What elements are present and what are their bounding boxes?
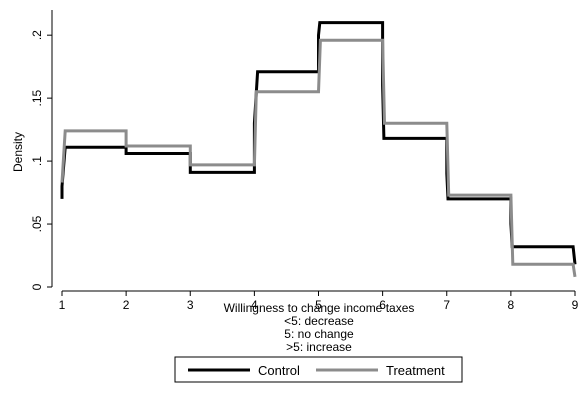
series-layer bbox=[60, 21, 577, 278]
series-line-treatment bbox=[60, 38, 577, 278]
legend: Control Treatment bbox=[174, 356, 463, 383]
x-axis-label-line: 5: no change bbox=[284, 327, 354, 341]
x-axis-label-line: Willingness to change income taxes bbox=[224, 301, 415, 315]
x-tick-label: 5 bbox=[315, 298, 322, 312]
y-axis-label: Density bbox=[11, 132, 25, 172]
x-tick-label: 4 bbox=[251, 298, 258, 312]
x-axis-label-line: >5: increase bbox=[286, 340, 352, 354]
x-tick-label: 7 bbox=[443, 298, 450, 312]
x-tick-label: 9 bbox=[572, 298, 579, 312]
x-tick-label: 6 bbox=[379, 298, 386, 312]
y-tick-label: .15 bbox=[30, 89, 44, 106]
y-tick-label: .1 bbox=[30, 156, 44, 166]
x-axis-label: Willingness to change income taxes<5: de… bbox=[224, 301, 415, 354]
y-tick-label: .05 bbox=[30, 215, 44, 232]
x-tick-label: 8 bbox=[508, 298, 515, 312]
y-tick-label: 0 bbox=[30, 283, 44, 290]
x-tick-label: 1 bbox=[59, 298, 66, 312]
legend-label-treatment: Treatment bbox=[386, 363, 445, 378]
y-tick-label: .2 bbox=[30, 30, 44, 40]
x-axis-ticks: 1 2 3 4 5 6 7 8 9 bbox=[59, 291, 579, 312]
legend-label-control: Control bbox=[258, 363, 300, 378]
x-tick-label: 2 bbox=[123, 298, 130, 312]
legend-items: Control Treatment bbox=[188, 363, 445, 378]
y-axis-ticks: 0 .05 .1 .15 .2 bbox=[30, 30, 52, 290]
x-axis-label-line: <5: decrease bbox=[284, 314, 354, 328]
x-tick-label: 3 bbox=[187, 298, 194, 312]
